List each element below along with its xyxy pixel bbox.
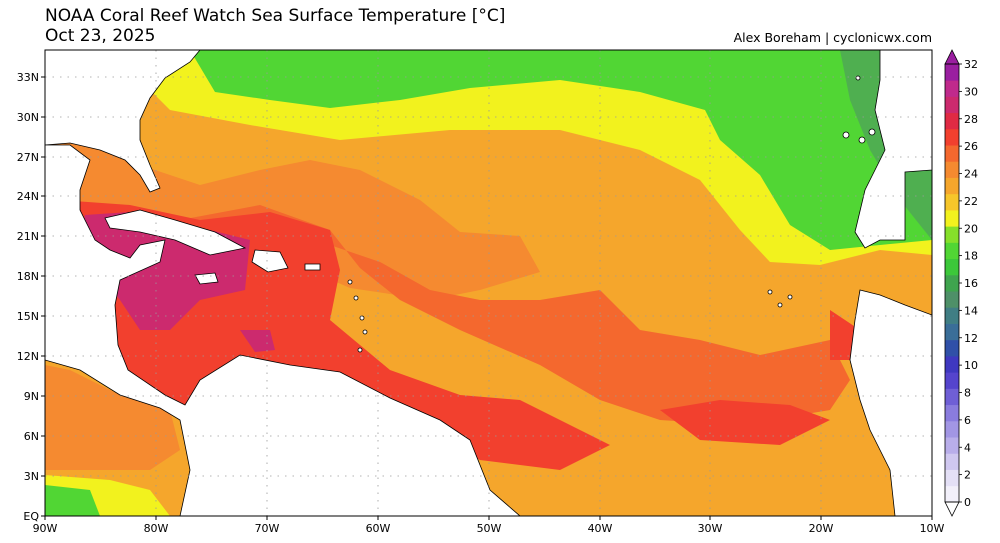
sst-28c-band <box>45 130 540 300</box>
lon-label: 10W <box>920 522 945 535</box>
lat-label: 12N <box>17 350 39 363</box>
colorbar-segment <box>945 323 959 341</box>
island-cuba <box>104 209 247 256</box>
map-area <box>45 50 932 516</box>
colorbar-segment <box>945 258 959 276</box>
lat-label: EQ <box>23 510 39 523</box>
colorbar-segment <box>945 64 959 81</box>
lon-label: 60W <box>366 522 391 535</box>
author-credit: Alex Boreham | cyclonicwx.com <box>733 30 932 45</box>
colorbar-segment <box>945 274 959 292</box>
colorbar-segment <box>945 485 959 503</box>
land-masses <box>45 50 932 516</box>
small-islands <box>347 75 876 353</box>
land-central-south-america <box>45 144 521 516</box>
land-north-america <box>45 50 201 193</box>
lat-label: 33N <box>17 71 39 84</box>
lat-label: 21N <box>17 230 39 243</box>
lon-label: 40W <box>588 522 613 535</box>
colorbar-segment <box>945 356 959 373</box>
land-africa-west <box>849 289 932 516</box>
lat-label: 9N <box>24 390 39 403</box>
colorbar-label: 6 <box>964 414 971 427</box>
colorbar-label: 20 <box>964 222 978 235</box>
colorbar-segment <box>945 388 959 406</box>
colorbar-segment <box>945 128 959 146</box>
lon-label: 80W <box>144 522 169 535</box>
latitude-axis: EQ 3N 6N 9N 12N 15N 18N 21N 24N 27N 30N … <box>17 71 45 523</box>
colorbar-segment <box>945 307 959 324</box>
colorbar-segment <box>945 80 959 97</box>
lat-label: 27N <box>17 151 39 164</box>
colorbar-min-arrow <box>944 501 960 517</box>
sst-30c-east-patch <box>660 400 830 445</box>
lon-label: 70W <box>255 522 280 535</box>
lon-label: 20W <box>809 522 834 535</box>
colorbar-segment <box>945 177 959 195</box>
lat-label: 15N <box>17 310 39 323</box>
colorbar-segment <box>945 193 959 211</box>
colorbar-segment <box>945 96 959 114</box>
colorbar-segment <box>945 339 959 357</box>
colorbar-segment <box>945 242 959 260</box>
colorbar-segment <box>945 210 959 227</box>
colorbar-label: 8 <box>964 387 971 400</box>
colorbar-label: 24 <box>964 168 978 181</box>
colorbar-segment <box>945 161 959 178</box>
colorbar-segment <box>945 226 959 243</box>
sst-29c-band <box>45 200 850 425</box>
map-title: NOAA Coral Reef Watch Sea Surface Temper… <box>45 6 506 26</box>
lat-label: 24N <box>17 190 39 203</box>
colorbar-segment <box>945 437 959 454</box>
lon-label: 90W <box>33 522 58 535</box>
colorbar-max-arrow <box>944 49 960 65</box>
lon-label: 30W <box>698 522 723 535</box>
colorbar-segment <box>945 404 959 422</box>
colorbar-segment <box>945 112 959 130</box>
sst-31c-patch <box>240 330 275 352</box>
island-puerto-rico <box>304 263 321 271</box>
lon-label: 50W <box>477 522 502 535</box>
colorbar-segment <box>945 453 959 470</box>
longitude-axis: 90W 80W 70W 60W 50W 40W 30W 20W 10W <box>33 516 945 535</box>
colorbar-label: 14 <box>964 304 978 317</box>
colorbar-segment <box>945 469 959 487</box>
lat-label: 3N <box>24 470 39 483</box>
colorbar-segment <box>945 145 959 162</box>
colorbar-label: 28 <box>964 113 978 126</box>
lat-label: 30N <box>17 111 39 124</box>
colorbar-label: 32 <box>964 58 978 71</box>
colorbar-label: 18 <box>964 250 978 263</box>
colorbar-segment <box>945 372 959 389</box>
colorbar-label: 2 <box>964 469 971 482</box>
colorbar-label: 30 <box>964 85 978 98</box>
colorbar-label: 4 <box>964 441 971 454</box>
colorbar-label: 26 <box>964 140 978 153</box>
colorbar-label: 22 <box>964 195 978 208</box>
land-africa-north <box>854 50 932 249</box>
sst-pacific-24c <box>45 485 100 516</box>
colorbar-label: 16 <box>964 277 978 290</box>
colorbar-label: 0 <box>964 496 971 509</box>
sst-pacific-28c <box>45 365 180 470</box>
map-date: Oct 23, 2025 <box>45 26 156 46</box>
colorbar-segments <box>945 64 959 503</box>
colorbar-segment <box>945 420 959 438</box>
colorbar-label: 10 <box>964 359 978 372</box>
island-jamaica <box>194 272 219 285</box>
colorbar-label: 12 <box>964 332 978 345</box>
sst-24c-band <box>190 50 932 250</box>
lat-label: 18N <box>17 270 39 283</box>
graticule <box>45 50 932 516</box>
lat-label: 6N <box>24 430 39 443</box>
colorbar-segment <box>945 291 959 308</box>
island-hispaniola <box>251 249 289 273</box>
